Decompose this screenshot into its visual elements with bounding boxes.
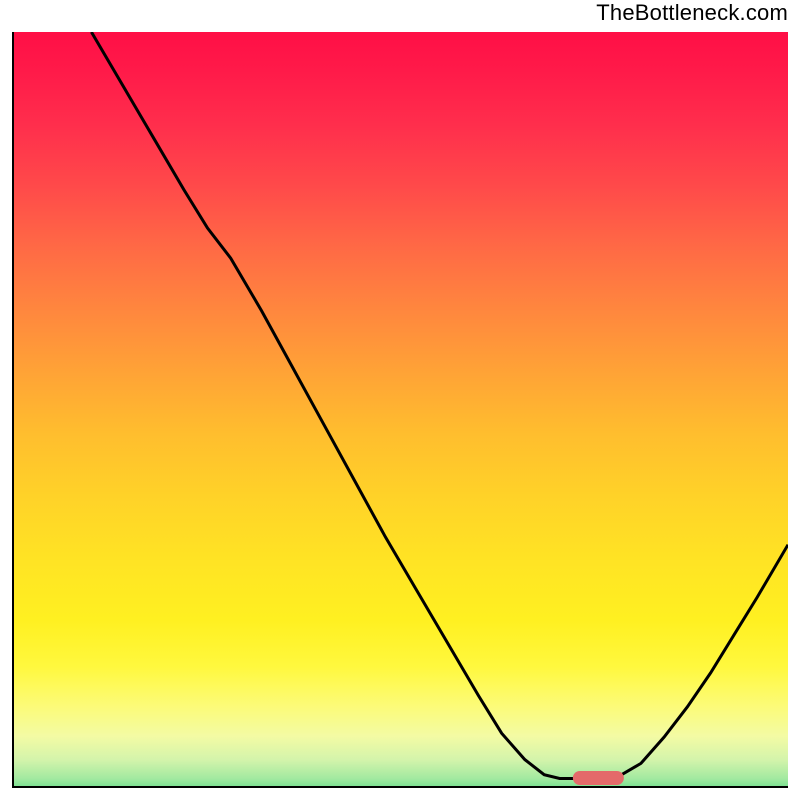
plot-area (12, 32, 788, 788)
watermark-text: TheBottleneck.com (596, 0, 788, 26)
bottleneck-curve (14, 32, 788, 786)
optimal-range-marker (573, 771, 623, 785)
